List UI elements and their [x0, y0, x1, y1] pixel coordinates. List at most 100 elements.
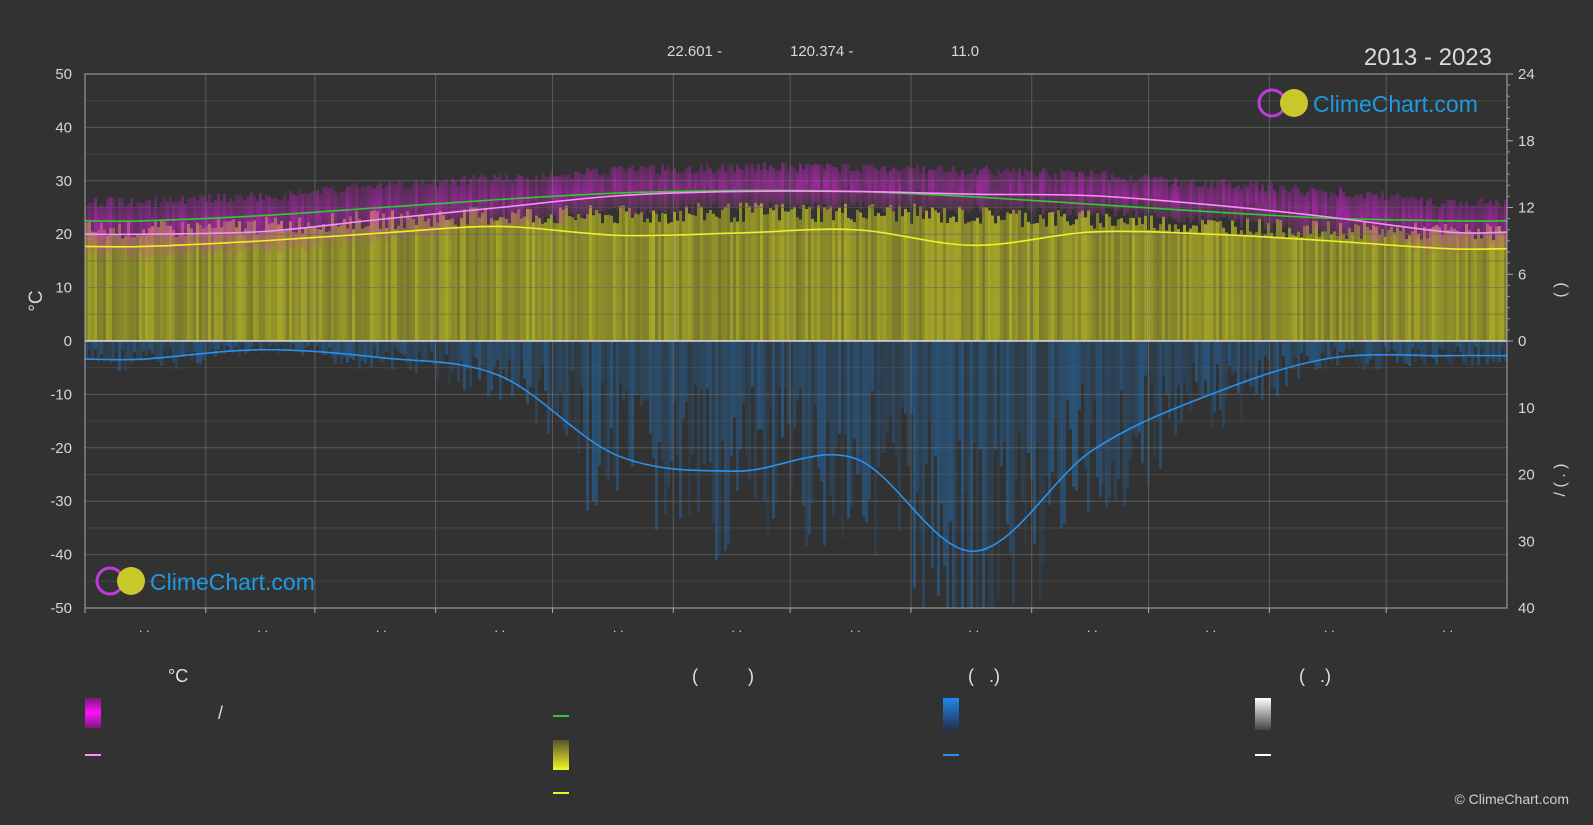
temp-range-bar: [493, 174, 496, 223]
sunshine-bar: [1021, 226, 1024, 341]
temp-range-bar: [1069, 171, 1072, 215]
precip-bar: [526, 341, 529, 404]
sunshine-bar: [214, 227, 217, 341]
sunshine-bar: [1168, 224, 1171, 341]
sunshine-bar: [751, 212, 754, 341]
temp-range-bar: [814, 163, 817, 203]
sunshine-bar: [469, 206, 472, 341]
precip-bar: [469, 341, 472, 388]
sunshine-bar: [349, 216, 352, 341]
temp-range-bar: [1087, 176, 1090, 213]
sunshine-bar: [1114, 225, 1117, 341]
sunshine-bar: [1300, 237, 1303, 341]
precip-bar: [1396, 341, 1399, 364]
temp-range-bar: [361, 186, 364, 240]
sunshine-bar: [1447, 229, 1450, 341]
sunshine-bar: [1033, 223, 1036, 341]
precip-bar: [1483, 341, 1486, 357]
sunshine-bar: [520, 218, 523, 341]
legend-head-temp: °C: [168, 666, 189, 686]
precip-bar: [1192, 341, 1195, 364]
precip-bar: [367, 341, 370, 359]
temp-range-bar: [1072, 171, 1075, 210]
precip-bar: [880, 341, 883, 454]
sunshine-bar: [514, 213, 517, 341]
legend-temp-range-label: /: [218, 703, 224, 723]
sunshine-bar: [1081, 210, 1084, 341]
precip-bar: [1270, 341, 1273, 388]
temp-range-bar: [1471, 205, 1474, 247]
precip-bar: [580, 341, 583, 387]
temp-range-bar: [1165, 179, 1168, 219]
sunshine-bar: [373, 210, 376, 341]
temp-range-bar: [148, 199, 151, 259]
precip-bar: [178, 341, 181, 357]
precip-bar: [340, 341, 343, 364]
precip-bar: [925, 341, 928, 464]
temp-range-bar: [880, 167, 883, 209]
precip-bar: [886, 341, 889, 433]
temp-range-bar: [499, 173, 502, 223]
precip-bar: [868, 341, 871, 499]
sunshine-bar: [1237, 235, 1240, 341]
precip-bar: [1417, 341, 1420, 350]
sunshine-bar: [430, 226, 433, 341]
temp-range-bar: [535, 175, 538, 227]
sunshine-bar: [1384, 236, 1387, 341]
sunshine-bar: [535, 215, 538, 341]
sunshine-bar: [421, 213, 424, 341]
precip-bar: [490, 341, 493, 392]
temp-range-bar: [1210, 180, 1213, 221]
sunshine-bar: [1414, 222, 1417, 341]
temp-range-bar: [1228, 182, 1231, 220]
precip-bar: [1498, 341, 1501, 363]
sunshine-bar: [1432, 226, 1435, 341]
sunshine-bar: [649, 222, 652, 341]
temp-range-bar: [1177, 186, 1180, 224]
temp-range-bar: [385, 186, 388, 245]
temp-range-bar: [199, 194, 202, 254]
sunshine-bar: [1312, 220, 1315, 341]
sunshine-bar: [406, 210, 409, 341]
sunshine-bar: [1141, 224, 1144, 341]
temp-range-bar: [268, 196, 271, 252]
temp-range-bar: [136, 202, 139, 259]
temp-range-bar: [976, 174, 979, 206]
y-tick-left: -10: [50, 386, 72, 403]
temp-range-bar: [958, 174, 961, 206]
sunshine-bar: [292, 232, 295, 341]
precip-bar: [91, 341, 94, 359]
temp-range-bar: [304, 193, 307, 253]
legend-snow-swatch: [1255, 698, 1271, 730]
precip-bar: [958, 341, 961, 441]
sunshine-bar: [1357, 225, 1360, 341]
sunshine-band: [85, 202, 1507, 341]
temp-range-bar: [946, 171, 949, 211]
temp-range-bar: [883, 165, 886, 213]
precip-bar: [520, 341, 523, 361]
temp-range-bar: [988, 169, 991, 210]
temp-range-bar: [721, 163, 724, 212]
sunshine-bar: [829, 206, 832, 341]
temp-range-bar: [382, 188, 385, 235]
precip-bar: [529, 341, 532, 387]
precip-bar: [217, 341, 220, 350]
precip-bar: [184, 341, 187, 357]
precip-bar: [1171, 341, 1174, 392]
precip-bar: [1120, 341, 1123, 391]
sunshine-bar: [1123, 222, 1126, 341]
sunshine-bar: [97, 229, 100, 341]
temp-range-bar: [193, 196, 196, 249]
sunshine-bar: [517, 209, 520, 341]
temp-range-bar: [1156, 177, 1159, 218]
precip-bar: [1180, 341, 1183, 423]
temp-range-bar: [580, 174, 583, 220]
precip-bar: [1228, 341, 1231, 367]
x-tick-label: . .: [1205, 620, 1216, 635]
longitude-info: 120.374 -: [790, 43, 854, 60]
sunshine-bar: [295, 232, 298, 341]
sunshine-bar: [409, 217, 412, 341]
precip-bar: [1312, 341, 1315, 364]
sunshine-bar: [1402, 226, 1405, 341]
